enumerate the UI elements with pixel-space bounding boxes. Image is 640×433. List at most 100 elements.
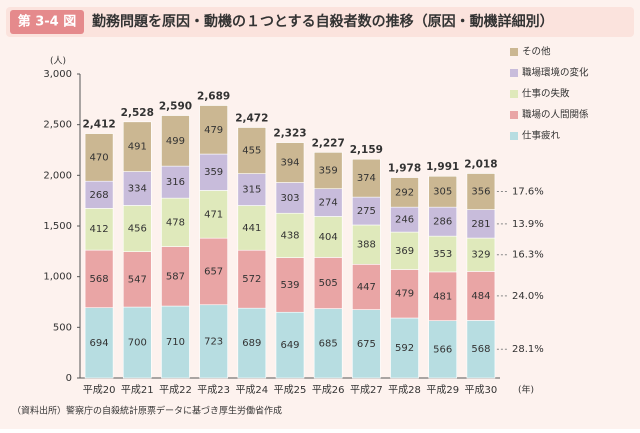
- bar-segment: [275, 142, 305, 183]
- bar-segment: [237, 249, 267, 309]
- bar-segment: [313, 308, 343, 379]
- value-label: 359: [204, 167, 223, 178]
- value-label: 455: [242, 146, 261, 157]
- figure-label-box: [10, 10, 84, 34]
- value-label: 275: [357, 206, 376, 217]
- bar-segment: [428, 271, 458, 321]
- bar-segment: [352, 224, 381, 265]
- total-label: 2,227: [312, 137, 345, 149]
- bar-segment: [390, 317, 419, 379]
- x-tick-label: 平成22: [159, 384, 192, 396]
- value-label: 286: [433, 217, 452, 228]
- legend-swatch: [510, 90, 518, 98]
- bar-segment: [122, 171, 152, 206]
- bar-segment: [390, 206, 419, 233]
- bar-segment: [161, 115, 190, 167]
- bar-segment: [275, 257, 305, 313]
- bar-segment: [122, 121, 152, 172]
- bar-segment: [390, 231, 419, 270]
- total-label: 2,590: [159, 101, 192, 113]
- value-label: 657: [204, 266, 223, 277]
- bar-segment: [352, 158, 381, 198]
- x-tick-label: 平成26: [312, 384, 345, 396]
- value-label: 491: [128, 142, 147, 153]
- bar-segment: [161, 305, 190, 379]
- y-tick-label: 1,000: [43, 272, 72, 283]
- y-tick-label: 0: [66, 373, 72, 384]
- value-label: 484: [471, 291, 490, 302]
- y-tick-label: 500: [53, 322, 72, 333]
- value-label: 710: [166, 337, 185, 348]
- y-tick-label: 2,500: [43, 120, 72, 131]
- chart-title: 勤務問題を原因・動機の１つとする自殺者数の推移（原因・動機詳細別）: [92, 13, 554, 30]
- value-label: 478: [166, 217, 185, 228]
- value-label: 353: [433, 249, 452, 260]
- value-label: 315: [242, 185, 261, 196]
- value-label: 394: [280, 158, 299, 169]
- legend-label: 仕事の失敗: [522, 88, 570, 100]
- bar-segment: [199, 190, 228, 239]
- x-tick-label: 平成23: [197, 384, 230, 396]
- x-tick-label: 平成29: [426, 384, 459, 396]
- legend-label: 仕事疲れ: [522, 130, 561, 142]
- bar-segment: [313, 188, 343, 217]
- value-label: 268: [90, 190, 109, 201]
- bar-segment: [237, 127, 267, 174]
- total-label: 1,991: [426, 161, 459, 173]
- bar-segment: [237, 173, 267, 206]
- value-label: 281: [471, 219, 490, 230]
- bar-segment: [237, 307, 267, 379]
- header-bar: [6, 7, 634, 37]
- bar-segment: [161, 246, 190, 307]
- share-label: 13.9%: [512, 219, 544, 230]
- bar-segment: [84, 133, 114, 182]
- value-label: 470: [90, 152, 109, 163]
- value-label: 471: [204, 209, 223, 220]
- bar-segment: [237, 205, 267, 251]
- value-label: 587: [166, 271, 185, 282]
- x-tick-label: 平成27: [350, 384, 383, 396]
- source-note: （資料出所）警察庁の自殺統計原票データに基づき厚生労働省作成: [12, 405, 282, 417]
- x-tick-label: 平成25: [274, 384, 307, 396]
- bar-segment: [84, 180, 114, 209]
- total-label: 1,978: [388, 163, 421, 175]
- value-label: 675: [357, 339, 376, 350]
- value-label: 274: [319, 198, 338, 209]
- value-label: 246: [395, 215, 414, 226]
- x-tick-label: 平成20: [83, 384, 116, 396]
- bar-segment: [390, 177, 419, 208]
- value-label: 479: [395, 289, 414, 300]
- value-label: 689: [242, 338, 261, 349]
- value-label: 568: [471, 344, 490, 355]
- bar-segment: [122, 205, 152, 252]
- legend-swatch: [510, 48, 518, 56]
- bar-segment: [313, 216, 343, 258]
- value-label: 441: [242, 223, 261, 234]
- value-label: 505: [319, 278, 338, 289]
- total-label: 2,159: [350, 144, 383, 156]
- bar-segment: [466, 320, 496, 379]
- value-label: 479: [204, 125, 223, 136]
- bar-segment: [428, 175, 458, 208]
- bar-segment: [313, 257, 343, 309]
- bar-segment: [466, 173, 496, 210]
- y-tick-label: 1,500: [43, 221, 72, 232]
- value-label: 547: [128, 274, 147, 285]
- bar-segment: [428, 235, 458, 273]
- total-label: 2,528: [121, 107, 154, 119]
- value-label: 723: [204, 336, 223, 347]
- value-label: 568: [90, 274, 109, 285]
- x-tick-label: 平成24: [235, 384, 268, 396]
- bar-segment: [466, 271, 496, 321]
- bar-segment: [84, 249, 114, 308]
- total-label: 2,689: [197, 91, 230, 103]
- legend-label: 職場の人間関係: [522, 109, 589, 121]
- value-label: 539: [280, 280, 299, 291]
- legend-swatch: [510, 111, 518, 119]
- value-label: 700: [128, 338, 147, 349]
- y-tick-label: 2,000: [43, 170, 72, 181]
- value-label: 694: [90, 338, 109, 349]
- value-label: 303: [280, 193, 299, 204]
- value-label: 359: [319, 166, 338, 177]
